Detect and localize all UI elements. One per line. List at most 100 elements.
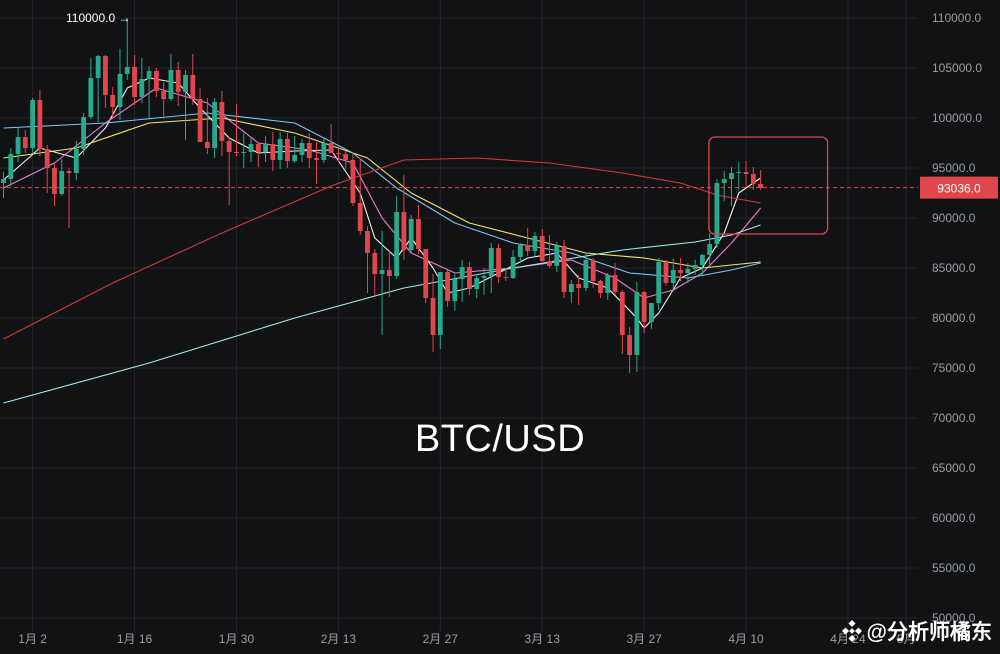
candle-body [416, 219, 421, 249]
candle-body [357, 203, 363, 231]
candle-body [707, 244, 713, 255]
x-tick-label: 5月 [897, 632, 916, 646]
candle-body [590, 260, 596, 281]
candle-body [627, 335, 632, 355]
candle-body [146, 71, 152, 79]
candle-body [474, 278, 480, 289]
candle-body [423, 249, 429, 298]
candle-body [750, 174, 756, 184]
current-price-label: 93036.0 [937, 182, 981, 196]
candle-body [204, 142, 210, 148]
candle-body [270, 144, 276, 160]
candle-body [488, 248, 494, 276]
x-tick-label: 4月 10 [728, 632, 764, 646]
candle-body [401, 212, 407, 250]
candle-body [532, 236, 538, 251]
highlight-rect [708, 136, 829, 235]
candle-body [554, 246, 560, 266]
y-tick-label: 105000.0 [932, 61, 982, 75]
candle-body [641, 292, 647, 322]
candle-body [168, 70, 174, 99]
candle-body [241, 152, 247, 153]
candle-body [117, 74, 123, 107]
candle-body [95, 56, 101, 78]
candle-body [234, 152, 239, 153]
candle-body [568, 284, 574, 292]
candle-body [598, 281, 603, 293]
candle-body [496, 248, 501, 277]
candle-body [663, 262, 669, 283]
candle-body [634, 292, 640, 355]
candle-body [335, 153, 341, 154]
candle-body [539, 236, 545, 261]
candle-body [175, 70, 181, 92]
candle-body [437, 272, 443, 335]
candle-body [292, 155, 298, 161]
candle-body [379, 270, 385, 274]
candle-body [255, 144, 261, 152]
candle-body [576, 284, 582, 288]
candle-body [285, 139, 290, 161]
candle-body [510, 257, 516, 278]
candle-body [343, 154, 349, 160]
time-axis: 1月 2 1月 16 1月 30 2月 13 2月 27 3月 13 3月 27 4月 10 4… [18, 632, 915, 646]
candle-body [183, 75, 188, 92]
y-tick-label: 80000.0 [932, 311, 976, 325]
candle-body [670, 270, 676, 283]
highlight-box [708, 136, 829, 235]
candle-body [44, 149, 50, 168]
x-tick-label: 1月 16 [117, 632, 153, 646]
candle-body [30, 100, 36, 148]
candle-body [517, 245, 523, 257]
candle-body [605, 275, 611, 293]
candle-body [656, 262, 662, 303]
candle-body [110, 95, 116, 107]
y-tick-label: 50000.0 [932, 611, 976, 625]
y-tick-label: 110000.0 [932, 11, 981, 25]
x-tick-label: 3月 27 [626, 632, 662, 646]
ma-line [3, 157, 761, 340]
candle-body [277, 139, 283, 160]
candle-body [161, 91, 167, 99]
candle-body [59, 171, 65, 194]
candle-body [132, 67, 137, 97]
candle-body [430, 298, 436, 335]
x-tick-label: 4月 24 [830, 632, 866, 646]
candle-body [321, 143, 327, 160]
y-tick-label: 95000.0 [932, 161, 976, 175]
grid [0, 0, 918, 632]
candle-body [736, 172, 742, 173]
current-price-tag [920, 176, 998, 199]
candle-body [685, 269, 691, 273]
candle-body [459, 267, 465, 279]
candle-body [219, 102, 225, 141]
candle-body [1, 179, 6, 183]
candle-body [547, 261, 552, 266]
candle-body [8, 154, 14, 179]
candle-body [153, 71, 159, 91]
candle-body [328, 143, 334, 153]
candle-body [394, 212, 400, 276]
candle-body [263, 144, 268, 152]
y-tick-label: 65000.0 [932, 461, 976, 475]
candle-body [467, 267, 472, 289]
candle-body [66, 171, 72, 173]
candle-body [743, 172, 749, 174]
candle-body [15, 137, 21, 154]
candle-body [481, 276, 487, 278]
y-tick-label: 70000.0 [932, 411, 976, 425]
candle-body [248, 144, 254, 152]
y-tick-label: 55000.0 [932, 561, 976, 575]
price-axis: 110000.0 105000.0 100000.0 95000.0 90000.0 85… [932, 11, 982, 625]
candle-body [314, 158, 319, 160]
peak-annotation: 110000.0 → [66, 11, 131, 25]
candle-body [52, 168, 57, 194]
candle-body [22, 137, 28, 148]
x-tick-label: 2月 13 [321, 632, 357, 646]
candle-body [350, 160, 356, 203]
y-tick-label: 75000.0 [932, 361, 976, 375]
y-tick-label: 60000.0 [932, 511, 976, 525]
candle-body [88, 78, 94, 117]
y-tick-label: 85000.0 [932, 261, 976, 275]
